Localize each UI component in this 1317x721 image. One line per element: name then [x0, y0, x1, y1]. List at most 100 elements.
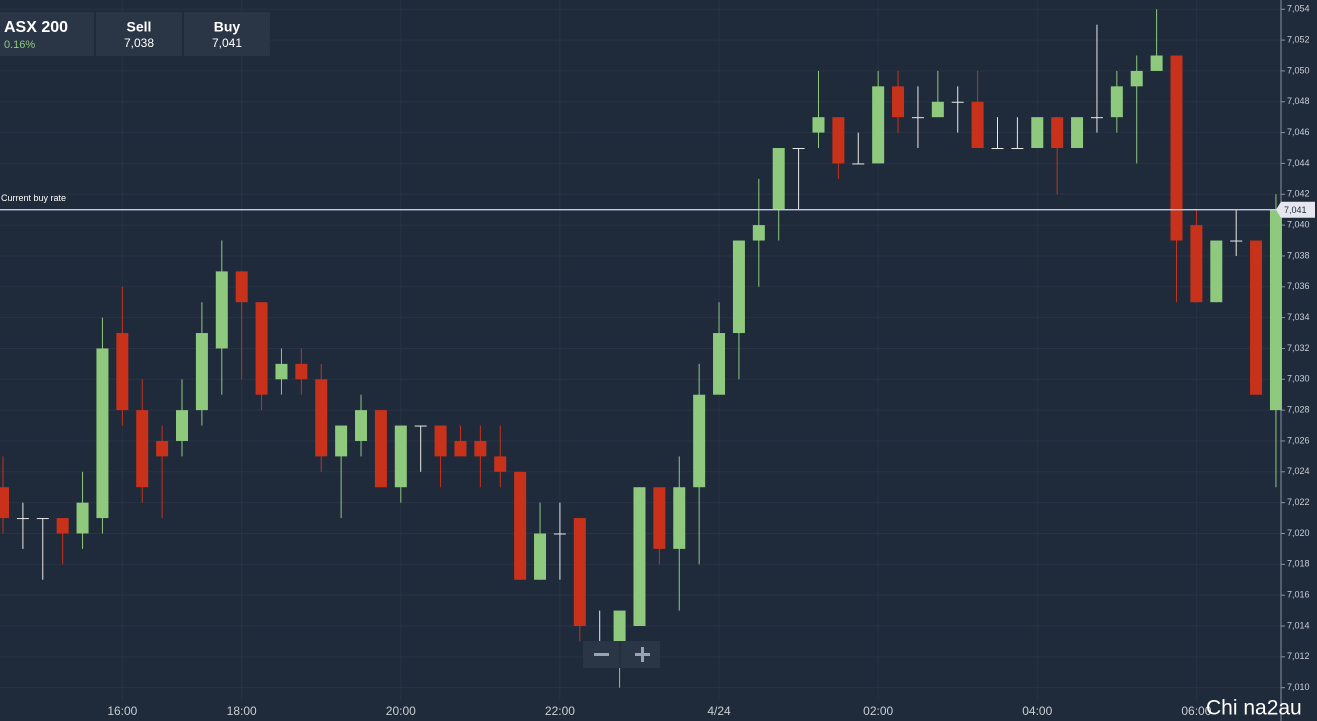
candle-body [255, 302, 268, 395]
candle-body [454, 440, 467, 457]
x-tick-label: 4/24 [707, 704, 731, 718]
candle-body [852, 163, 865, 165]
buy-price[interactable]: 7,041 [212, 36, 242, 50]
candle-body [931, 101, 944, 118]
candle-body [76, 502, 89, 534]
y-tick-label: 7,030 [1287, 374, 1310, 384]
reference-tag [1276, 201, 1315, 218]
candle-body [315, 379, 328, 457]
reference-label: Current buy rate [1, 193, 66, 203]
change: 0.16% [4, 39, 35, 51]
overlay: ASX 200 0.16% Sell 7,038 Buy 7,041 Chi n… [0, 12, 1302, 720]
candle-body [394, 425, 407, 488]
y-tick-label: 7,042 [1287, 189, 1310, 199]
sell-label[interactable]: Sell [127, 19, 152, 35]
candle-body [534, 533, 547, 580]
candle-body [832, 117, 845, 164]
y-tick-label: 7,010 [1287, 682, 1310, 692]
candle-body [494, 456, 507, 472]
y-tick-label: 7,040 [1287, 219, 1310, 229]
candle-body [951, 101, 964, 103]
candle-body [673, 487, 686, 549]
y-tick-label: 7,050 [1287, 65, 1310, 75]
y-tick-label: 7,026 [1287, 435, 1310, 445]
x-tick-label: 04:00 [1022, 704, 1052, 718]
candle-body [295, 363, 308, 380]
candle-body [16, 518, 29, 520]
candles: Current buy rate 7,041 [0, 9, 1315, 688]
candle-body [0, 487, 9, 519]
y-tick-label: 7,024 [1287, 466, 1310, 476]
y-tick-label: 7,034 [1287, 312, 1310, 322]
candle-body [792, 148, 805, 150]
candle-body [911, 117, 924, 119]
x-tick-label: 16:00 [107, 704, 137, 718]
candle-body [1110, 86, 1123, 118]
candle-body [1090, 117, 1103, 119]
candle-body [474, 440, 487, 457]
x-tick-label: 18:00 [227, 704, 257, 718]
candle-body [414, 425, 427, 427]
candle-body [1150, 55, 1163, 71]
y-tick-label: 7,054 [1287, 4, 1310, 14]
candle-body [772, 148, 785, 210]
y-tick-label: 7,014 [1287, 620, 1310, 630]
y-tick-label: 7,012 [1287, 651, 1310, 661]
candle-body [1269, 209, 1282, 411]
candle-body [56, 518, 69, 534]
instrument-name: ASX 200 [4, 19, 68, 36]
candle-body [176, 410, 189, 441]
candle-body [872, 86, 885, 164]
quote-box [0, 12, 270, 56]
candle-body [514, 471, 527, 580]
y-tick-label: 7,018 [1287, 559, 1310, 569]
candle-body [1011, 148, 1024, 150]
candle-body [374, 410, 387, 488]
candle-body [1130, 70, 1143, 87]
candle-body [1051, 117, 1064, 149]
candle-body [116, 333, 129, 411]
candle-body [215, 271, 228, 349]
candle-body [1190, 225, 1203, 303]
y-tick-label: 7,020 [1287, 528, 1310, 538]
candle-body [1230, 240, 1243, 242]
y-tick-label: 7,016 [1287, 590, 1310, 600]
candle-body [96, 348, 109, 519]
candle-body [732, 240, 745, 334]
y-tick-label: 7,036 [1287, 281, 1310, 291]
candle-body [653, 487, 666, 549]
candle-body [971, 101, 984, 149]
sell-price[interactable]: 7,038 [124, 36, 154, 50]
zoom-out[interactable] [594, 653, 609, 656]
zoom-in[interactable] [635, 647, 650, 662]
x-tick-label: 20:00 [386, 704, 416, 718]
candle-body [633, 487, 646, 626]
candle-body [136, 410, 149, 488]
buy-label[interactable]: Buy [214, 19, 241, 35]
candle-body [195, 333, 208, 411]
candle-body [713, 333, 726, 395]
y-tick-label: 7,028 [1287, 405, 1310, 415]
candle-body [1210, 240, 1223, 303]
candle-body [156, 440, 169, 457]
y-tick-label: 7,038 [1287, 250, 1310, 260]
x-tick-label: 06:00 [1181, 704, 1211, 718]
reference-value: 7,041 [1284, 205, 1307, 215]
x-tick-label: 22:00 [545, 704, 575, 718]
candle-body [573, 518, 586, 626]
candle-body [613, 610, 626, 642]
y-tick-label: 7,032 [1287, 343, 1310, 353]
candle-body [991, 148, 1004, 150]
candle-body [275, 363, 288, 380]
y-tick-label: 7,046 [1287, 127, 1310, 137]
x-tick-label: 02:00 [863, 704, 893, 718]
candle-body [693, 394, 706, 488]
candle-body [355, 410, 368, 441]
y-tick-label: 7,048 [1287, 96, 1310, 106]
watermark: Chi na2au [1206, 697, 1302, 720]
candle-body [1031, 117, 1044, 149]
candle-body [1170, 55, 1183, 241]
candle-body [812, 117, 825, 133]
